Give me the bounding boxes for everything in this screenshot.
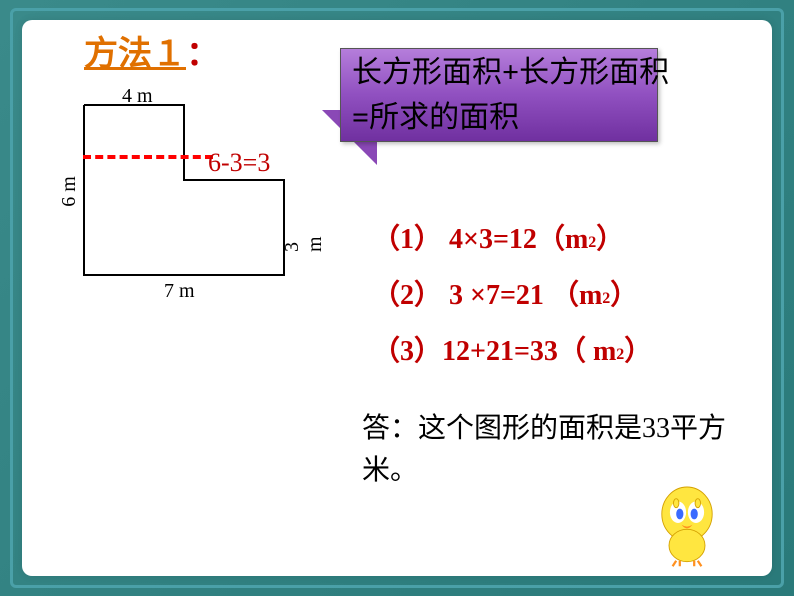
method-title: 方法１： [84,26,220,75]
dashed-cut-line [83,155,213,159]
step-2: （2） 3 ×7=21 （m2） [372,268,652,324]
callout-plus: + [502,56,519,89]
step1-expr: 4×3=12 [442,224,537,255]
step2-close: ） [610,280,638,311]
callout-part2: 长方形面积 [519,56,669,89]
l-shape-diagram: 4 m 6 m 3 m 7 m [34,85,314,315]
title-colon: ： [186,26,220,75]
step2-expr: 3 ×7=21 [442,280,551,311]
step3-unit: m [593,336,616,367]
callout-result: 所求的面积 [369,101,519,134]
step2-open: （ [551,280,579,311]
label-bottom: 7 m [164,280,195,303]
step3-num: （3） [372,336,442,367]
tweety-icon [642,478,732,568]
callout-part1: 长方形面积 [352,56,502,89]
callout-eq: = [352,101,369,134]
step1-close: ） [596,224,624,255]
label-top: 4 m [122,85,153,108]
calculation-steps: （1） 4×3=12（m2） （2） 3 ×7=21 （m2） （3）12+21… [372,212,652,380]
step3-open: （ [558,336,593,367]
hint-calculation: 6-3=3 [208,148,270,178]
step1-unit: m [565,224,588,255]
callout-text: 长方形面积+长方形面积 =所求的面积 [352,50,752,140]
step1-num: （1） [372,224,442,255]
slide-card: 方法１： 长方形面积+长方形面积 =所求的面积 4 m 6 m 3 m 7 m … [22,20,772,576]
step3-expr: 12+21=33 [442,336,558,367]
step1-open: （ [537,224,565,255]
step-3: （3）12+21=33（ m2） [372,324,652,380]
title-text: 方法１ [84,35,186,73]
step-1: （1） 4×3=12（m2） [372,212,652,268]
step2-unit: m [579,280,602,311]
label-left: 6 m [58,176,81,207]
step2-num: （2） [372,280,442,311]
label-right: 3 m [281,232,327,252]
step3-close: ） [624,336,652,367]
